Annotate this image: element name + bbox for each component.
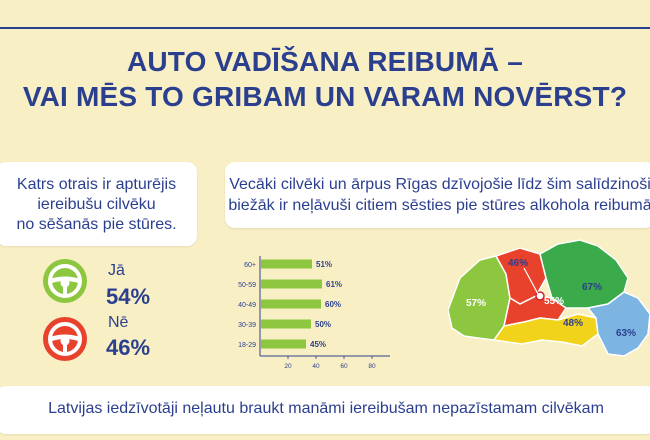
bar-category-label: 50-59 [238, 282, 256, 289]
right-card-text: Vecāki cilvēki un ārpus Rīgas dzīvojošie… [225, 174, 650, 216]
map-label-55: 55% [544, 296, 564, 307]
right-card-line-1: Vecāki cilvēki un ārpus Rīgas dzīvojošie… [229, 176, 650, 193]
bar [261, 339, 306, 349]
map-label-48: 48% [563, 318, 583, 329]
right-card-line-2: biežāk ir neļāvuši citiem sēsties pie st… [228, 197, 650, 214]
x-tick-label: 20 [284, 363, 292, 370]
latvia-region-map: 57% 46% 55% 67% 48% 63% [448, 239, 650, 357]
bar-value-label: 50% [315, 320, 331, 329]
bar-value-label: 51% [316, 260, 332, 269]
bar-category-label: 60+ [244, 262, 256, 269]
bottom-info-card: Latvijas iedzīvotāji neļautu braukt manā… [0, 386, 650, 434]
left-card-line-3: no sēšanās pie stūres. [16, 216, 177, 233]
bar-value-label: 60% [325, 300, 341, 309]
map-label-63: 63% [616, 328, 636, 339]
answer-no-percent: 46% [106, 335, 151, 360]
left-card-text: Katrs otrais ir apturējis iereibušu cilv… [0, 175, 197, 235]
left-info-card: Katrs otrais ir apturējis iereibušu cilv… [0, 162, 197, 246]
bar-category-label: 18-29 [238, 342, 256, 349]
answer-no-label: Nē [108, 314, 129, 331]
steering-wheel-yes-icon [43, 259, 87, 303]
map-region-6 [586, 291, 650, 357]
map-label-67: 67% [582, 282, 602, 293]
map-label-57: 57% [466, 298, 486, 309]
bar [261, 319, 311, 329]
bar-value-label: 61% [326, 280, 342, 289]
right-info-card: Vecāki cilvēki un ārpus Rīgas dzīvojošie… [225, 162, 650, 228]
x-tick-label: 40 [312, 363, 320, 370]
riga-pointer [523, 267, 539, 295]
bar-category-label: 30-39 [238, 322, 256, 329]
left-card-line-1: Katrs otrais ir apturējis [16, 176, 177, 193]
bottom-card-text: Latvijas iedzīvotāji neļautu braukt manā… [48, 400, 604, 417]
title-line-2: VAI MĒS TO GRIBAM UN VARAM NOVĒRST? [22, 81, 628, 112]
bar [261, 259, 312, 269]
left-card-line-2: iereibušu cilvēku [37, 196, 156, 213]
bar-value-label: 45% [310, 340, 326, 349]
top-divider [0, 27, 650, 29]
answer-yes-label: Jā [108, 262, 125, 279]
age-group-bar-chart: 60+ 51% 50-59 61% 40-49 60% 30-39 50% 18-29 45% 20… [238, 256, 390, 370]
bar [261, 299, 321, 309]
x-tick-label: 80 [368, 363, 376, 370]
title-line-1: AUTO VADĪŠANA REIBUMĀ – [126, 46, 524, 77]
map-label-46: 46% [508, 258, 528, 269]
x-tick-label: 60 [340, 363, 348, 370]
steering-wheel-no-icon [43, 317, 87, 361]
page-title: AUTO VADĪŠANA REIBUMĀ – VAI MĒS TO GRIBA… [0, 44, 650, 114]
bar-category-label: 40-49 [238, 302, 256, 309]
answer-yes-percent: 54% [106, 284, 151, 309]
bar [261, 279, 322, 289]
